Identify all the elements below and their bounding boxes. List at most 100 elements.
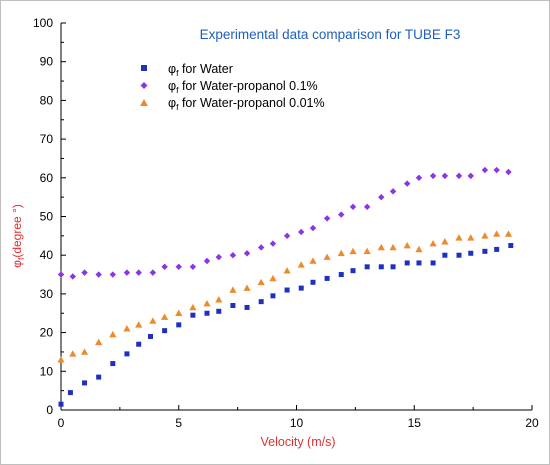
data-points	[57, 166, 514, 407]
data-point	[229, 286, 237, 293]
data-point	[324, 275, 330, 281]
y-tick-label: 0	[46, 403, 53, 417]
legend-label-water-propanol-0-1: φf for Water-propanol 0.1%	[168, 79, 318, 95]
data-point	[69, 350, 77, 357]
data-point	[58, 401, 64, 407]
data-point	[350, 268, 356, 274]
data-point	[298, 228, 305, 236]
data-point	[297, 261, 305, 268]
legend-label-water-propanol-0-01: φf for Water-propanol 0.01%	[168, 96, 325, 112]
y-axis-label-subscript: f	[16, 257, 26, 260]
data-point	[57, 356, 65, 363]
data-point	[175, 309, 183, 317]
data-point	[310, 279, 316, 285]
data-point	[364, 264, 370, 270]
x-tick-label: 10	[290, 416, 304, 430]
x-tick-label: 0	[58, 416, 65, 430]
data-point	[149, 317, 157, 324]
data-point	[456, 252, 462, 258]
data-point	[323, 253, 331, 260]
data-point	[204, 310, 210, 316]
data-point	[283, 267, 291, 274]
data-point	[415, 174, 423, 181]
legend-item-water-propanol-0-01: φf for Water-propanol 0.01%	[140, 96, 325, 112]
series-square	[58, 243, 514, 407]
data-point	[69, 273, 76, 280]
data-point	[123, 269, 131, 276]
data-point	[309, 224, 317, 232]
data-point	[403, 241, 411, 249]
y-tick-label: 80	[40, 93, 54, 107]
data-point	[430, 260, 436, 266]
data-point	[363, 203, 371, 211]
data-point	[505, 168, 512, 176]
legend: φf for Water φf for Water-propanol 0.1% …	[140, 62, 325, 112]
data-point	[284, 287, 290, 293]
axis-ticks: 0 10 20 30 40 50 60 70 80 90 100 0 5 10 15 20	[33, 16, 539, 430]
data-point	[377, 243, 385, 251]
legend-marker-square	[141, 65, 147, 71]
data-point	[176, 322, 182, 328]
x-tick-label: 20	[525, 416, 539, 430]
data-point	[243, 284, 251, 291]
data-point	[467, 172, 474, 180]
data-point	[67, 390, 73, 396]
data-point	[269, 240, 277, 247]
data-point	[493, 230, 501, 237]
chart-title: Experimental data comparison for TUBE F3	[200, 27, 461, 42]
data-point	[404, 260, 410, 266]
data-point	[378, 264, 384, 270]
y-axis-label-unit: (degree °)	[10, 204, 24, 258]
data-point	[441, 238, 449, 245]
data-point	[80, 348, 89, 355]
data-point	[135, 321, 143, 328]
data-point	[481, 232, 489, 239]
data-point	[135, 269, 142, 276]
legend-marker-triangle	[140, 99, 148, 106]
data-point	[257, 244, 265, 251]
data-point	[189, 303, 197, 311]
data-point	[95, 271, 102, 278]
data-point	[493, 166, 500, 174]
data-point	[390, 264, 396, 270]
x-tick-label: 15	[408, 416, 422, 430]
data-point	[147, 333, 153, 339]
legend-item-water: φf for Water	[141, 62, 233, 78]
data-point	[96, 374, 102, 380]
data-point	[504, 230, 513, 237]
y-tick-label: 10	[40, 364, 54, 378]
y-tick-label: 30	[40, 287, 54, 301]
legend-item-water-propanol-0-1: φf for Water-propanol 0.1%	[140, 79, 318, 95]
data-point	[481, 166, 489, 174]
y-tick-label: 20	[40, 326, 54, 340]
data-point	[203, 257, 211, 265]
data-point	[349, 203, 357, 211]
data-point	[109, 330, 117, 338]
data-point	[337, 249, 345, 257]
series-triangle	[57, 230, 513, 363]
y-axis-label-symbol: φ	[10, 260, 24, 268]
legend-label-water: φf for Water	[168, 62, 233, 78]
series-diamond	[57, 166, 512, 280]
data-point	[482, 248, 488, 254]
x-tick-label: 5	[175, 416, 182, 430]
data-point	[270, 293, 276, 299]
data-point	[323, 215, 331, 222]
data-point	[349, 247, 357, 255]
data-point	[298, 285, 304, 291]
data-point	[508, 243, 514, 249]
data-point	[161, 313, 169, 320]
data-point	[81, 269, 88, 276]
data-point	[269, 274, 277, 282]
data-point	[429, 239, 437, 247]
data-point	[415, 245, 423, 253]
data-point	[216, 308, 222, 314]
data-point	[123, 325, 131, 332]
data-point	[467, 234, 475, 241]
y-tick-label: 50	[40, 210, 54, 224]
y-tick-label: 60	[40, 171, 54, 185]
data-point	[82, 380, 88, 386]
data-point	[215, 296, 223, 303]
data-point	[338, 272, 344, 278]
